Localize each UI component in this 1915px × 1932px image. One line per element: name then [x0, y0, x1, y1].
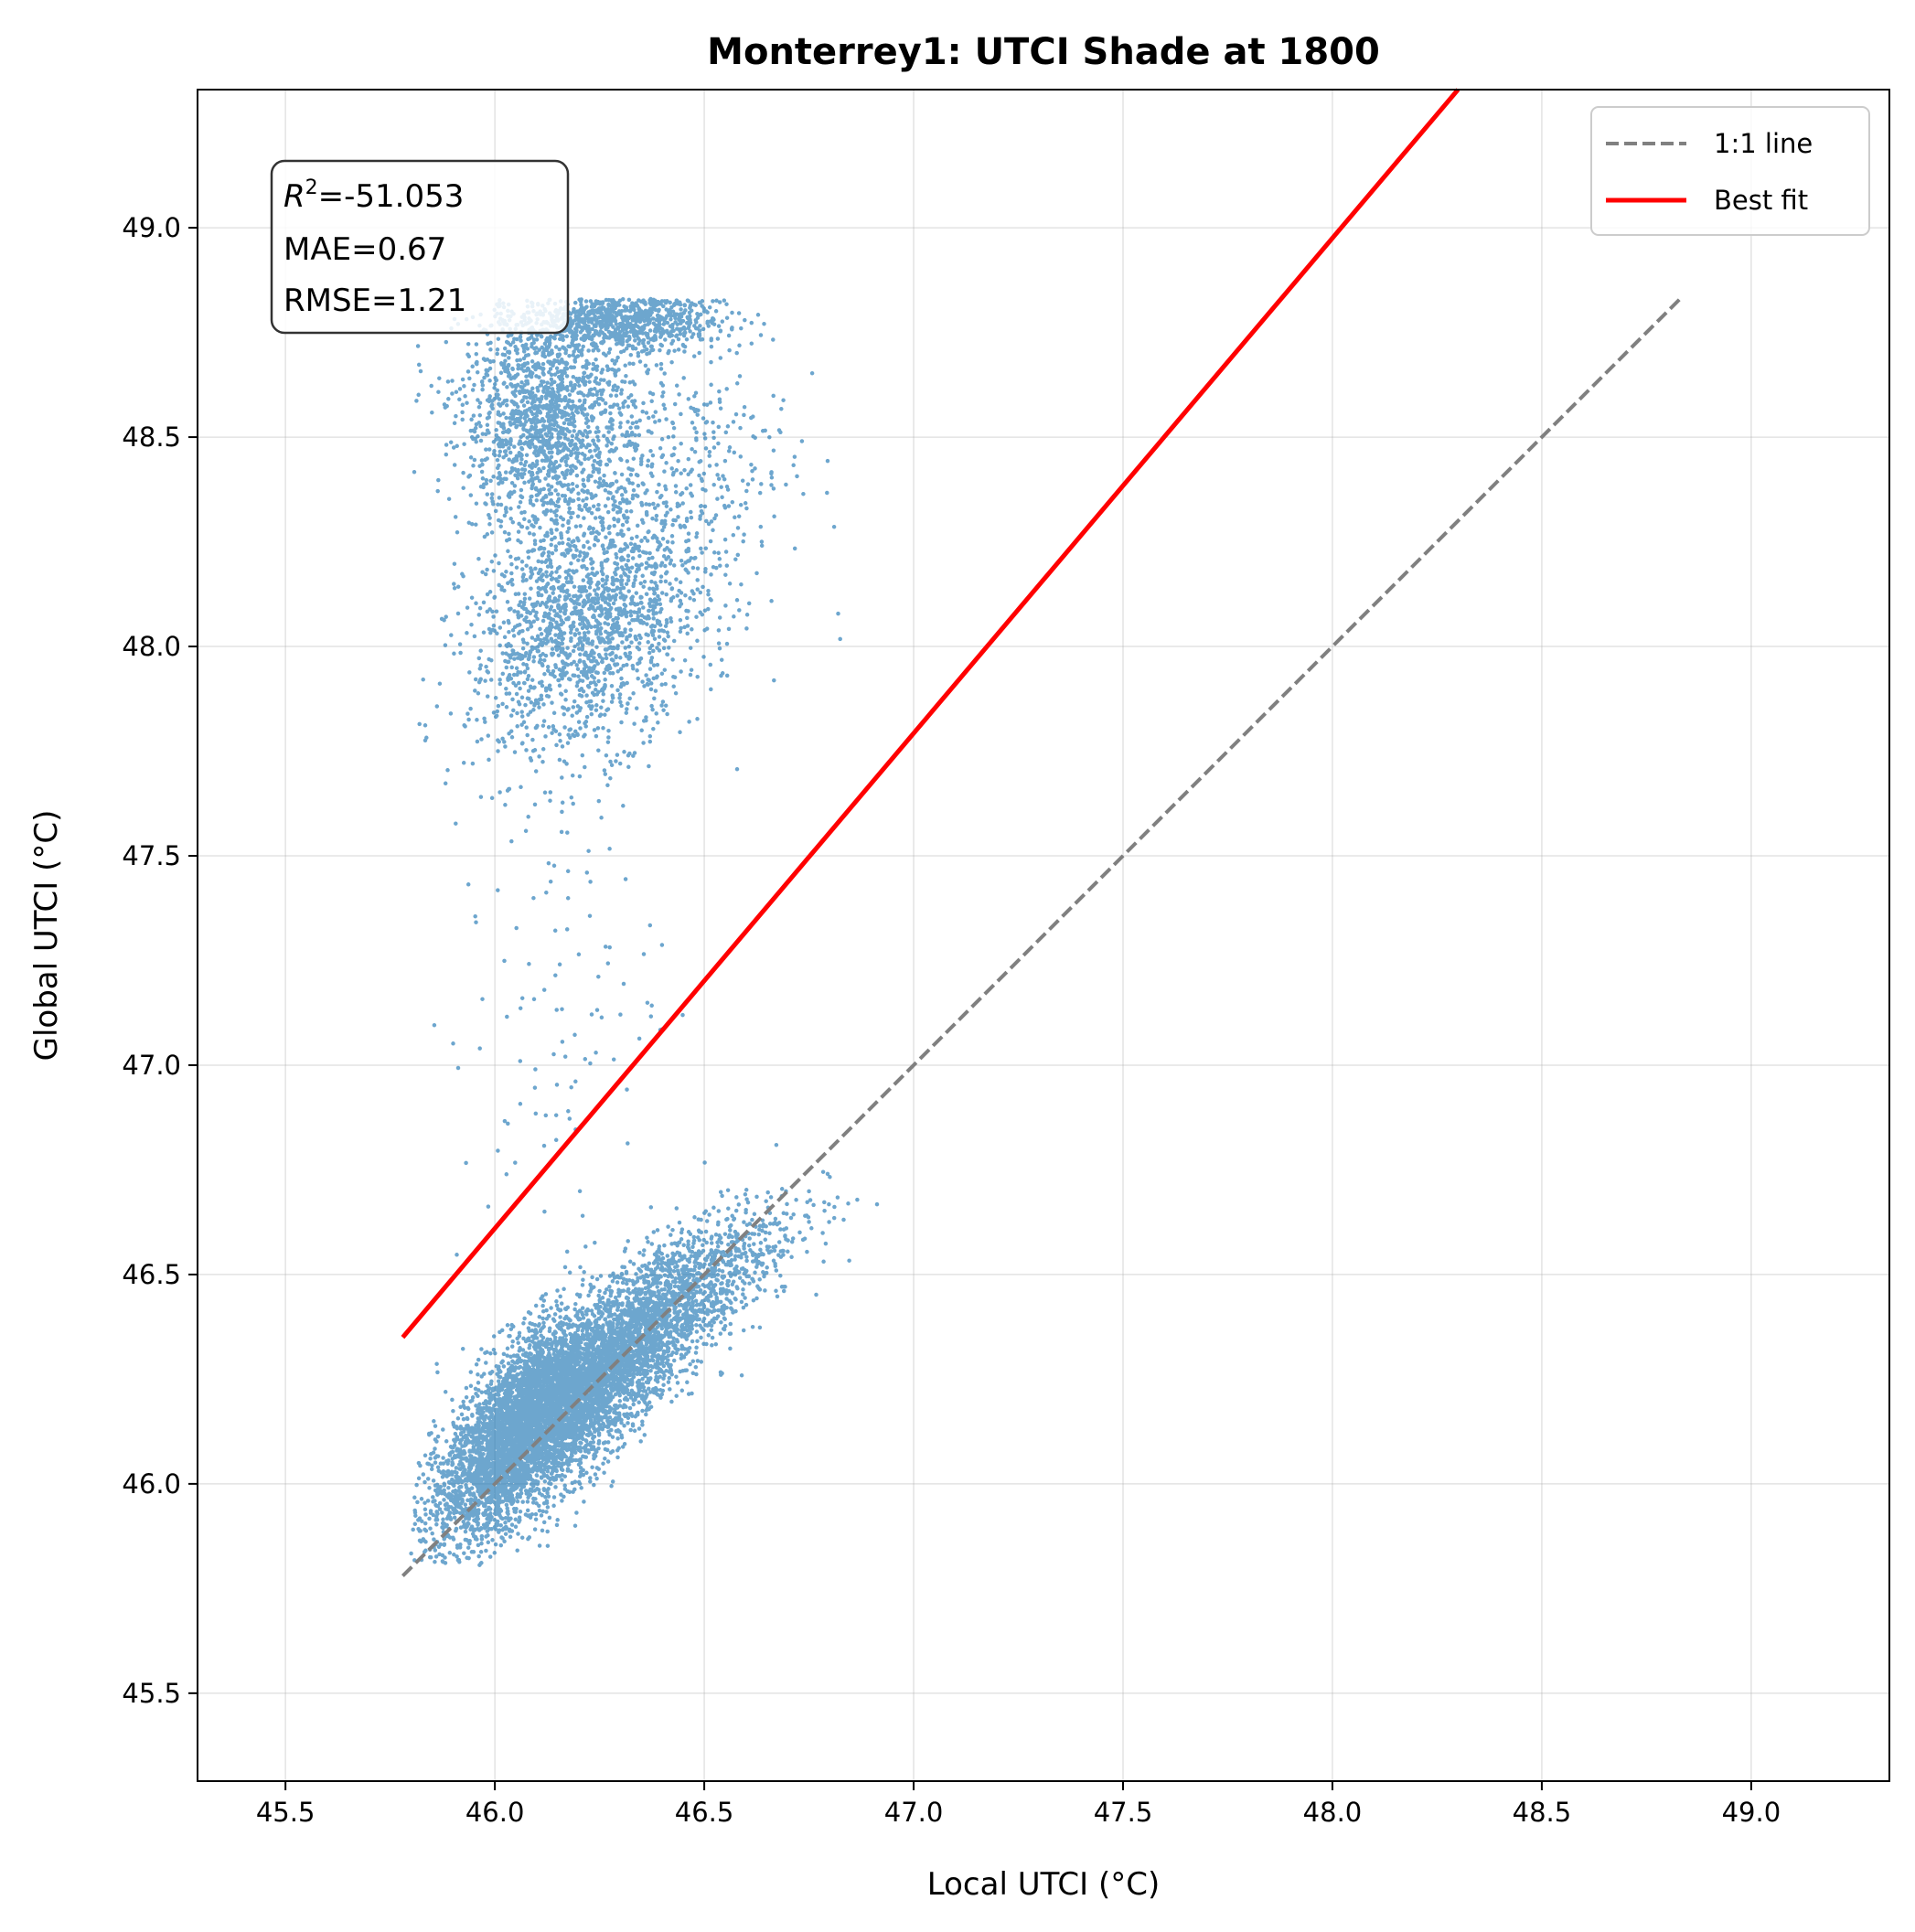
y-tick-label: 46.5	[122, 1259, 181, 1290]
x-tick-label: 47.5	[1094, 1797, 1153, 1828]
x-tick-label: 47.0	[884, 1797, 944, 1828]
y-tick-label: 46.0	[122, 1468, 181, 1500]
r2-stat: R2=-51.053	[284, 176, 464, 215]
reference-lines	[401, 88, 1682, 1578]
axis-ticks: 45.5 46.0 46.5 47.0 47.5 48.0 48.5 49.0 45.5 46.0…	[122, 212, 1781, 1828]
x-tick-label: 46.5	[675, 1797, 734, 1828]
scatter-point-cloud	[409, 296, 880, 1567]
x-tick-label: 48.5	[1513, 1797, 1572, 1828]
legend: 1:1 line Best fit	[1590, 106, 1870, 236]
y-tick-label: 48.5	[122, 422, 181, 453]
rmse-stat: RMSE=1.21	[284, 283, 466, 319]
one-to-one-line	[401, 297, 1682, 1578]
scatter-points	[409, 296, 880, 1567]
x-tick-label: 45.5	[256, 1797, 316, 1828]
chart-title: Monterrey1: UTCI Shade at 1800	[707, 31, 1380, 73]
x-tick-label: 46.0	[465, 1797, 525, 1828]
mae-stat: MAE=0.67	[284, 231, 446, 268]
grid	[198, 90, 1889, 1781]
legend-label-1to1: 1:1 line	[1714, 128, 1813, 159]
x-tick-label: 48.0	[1303, 1797, 1363, 1828]
x-axis-label: Local UTCI (°C)	[927, 1866, 1160, 1903]
best-fit-line	[401, 88, 1460, 1340]
y-tick-label: 49.0	[122, 212, 181, 243]
plot-area-frame	[197, 89, 1890, 1782]
stats-box: R2=-51.053 MAE=0.67 RMSE=1.21	[270, 159, 570, 335]
y-tick-label: 45.5	[122, 1678, 181, 1709]
y-axis-label: Global UTCI (°C)	[28, 810, 65, 1062]
x-tick-label: 49.0	[1722, 1797, 1781, 1828]
y-tick-label: 48.0	[122, 631, 181, 662]
y-tick-label: 47.5	[122, 840, 181, 871]
y-tick-label: 47.0	[122, 1050, 181, 1081]
legend-label-best-fit: Best fit	[1714, 185, 1808, 216]
